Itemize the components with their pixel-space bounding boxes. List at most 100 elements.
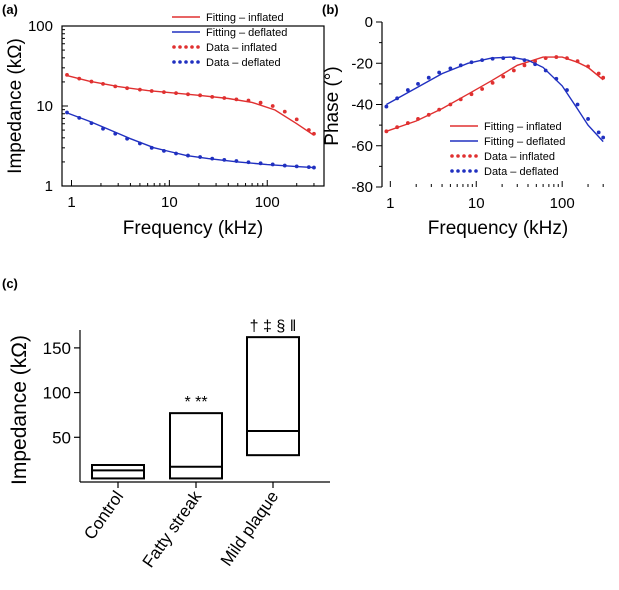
category-label-control: Control — [80, 487, 127, 543]
legend-swatch-data-inflated — [456, 154, 460, 158]
data-point-data-deflated — [501, 56, 506, 60]
data-point-data-deflated — [222, 157, 227, 162]
data-point-data-inflated — [149, 89, 154, 93]
data-point-data-inflated — [596, 71, 601, 76]
y-tick-label: 50 — [52, 428, 71, 447]
legend-label-fitting-inflated: Fitting – inflated — [484, 121, 562, 133]
legend-swatch-data-inflated — [450, 154, 454, 158]
data-point-data-deflated — [511, 56, 516, 60]
panel-a-ylabel: Impedance (kΩ) — [5, 38, 26, 174]
data-point-data-deflated — [77, 115, 82, 120]
panel-c-boxes: Control Fatty streak * ** Mild plaque † ‡ § … — [80, 318, 300, 571]
y-tick-label: 0 — [365, 14, 373, 31]
y-tick-label: -40 — [351, 97, 373, 114]
data-point-data-inflated — [234, 97, 239, 102]
data-point-data-inflated — [480, 87, 485, 91]
series-line-fitting-inflated — [386, 56, 604, 132]
data-point-data-inflated — [89, 79, 94, 84]
data-point-data-deflated — [543, 68, 548, 73]
data-point-data-deflated — [395, 96, 400, 101]
data-point-data-inflated — [543, 56, 548, 60]
data-point-data-deflated — [458, 63, 463, 68]
x-tick-label: 100 — [550, 195, 575, 212]
legend-swatch-data-inflated — [468, 154, 472, 158]
panel-b-legend: Fitting – inflated Fitting – deflated Data… — [450, 121, 565, 178]
legend-label-fitting-deflated: Fitting – deflated — [484, 136, 565, 148]
legend-swatch-data-inflated — [474, 154, 478, 158]
data-point-data-deflated — [258, 161, 263, 166]
data-point-data-deflated — [575, 102, 580, 107]
data-point-data-inflated — [395, 125, 400, 130]
data-point-data-deflated — [234, 159, 239, 163]
data-point-data-deflated — [138, 141, 142, 146]
data-point-data-deflated — [101, 126, 105, 131]
panel-b-ticks: 1 10 100 -80 -60 -40 -20 0 — [351, 14, 604, 212]
x-tick-label: 10 — [468, 195, 485, 212]
data-point-data-deflated — [89, 121, 94, 126]
y-tick-label: -80 — [351, 179, 373, 196]
data-point-data-deflated — [186, 153, 190, 158]
data-point-data-inflated — [469, 92, 474, 97]
data-point-data-inflated — [113, 84, 118, 89]
panel-a-frame — [61, 25, 325, 187]
y-tick-label: 10 — [36, 98, 53, 115]
legend-label-fitting-deflated: Fitting – deflated — [206, 27, 287, 39]
x-tick-label: 1 — [386, 195, 394, 212]
panel-a-xlabel: Frequency (kHz) — [123, 218, 263, 239]
legend-swatch-data-deflated — [462, 169, 466, 173]
significance-fatty-streak: * ** — [184, 394, 207, 411]
legend-swatch-data-deflated — [450, 169, 454, 173]
legend-swatch-data-deflated — [178, 60, 182, 64]
significance-mild-plaque: † ‡ § ‖ — [250, 318, 297, 335]
data-point-data-inflated — [458, 97, 463, 102]
legend-swatch-data-inflated — [172, 45, 176, 49]
panel-c: (c) 50 100 150 Control Fatty streak * ** Mild… — [2, 276, 330, 571]
data-point-data-inflated — [65, 72, 69, 77]
data-point-data-deflated — [149, 145, 154, 150]
legend-label-data-deflated: Data – deflated — [206, 57, 281, 69]
data-point-data-inflated — [511, 68, 516, 73]
data-point-data-deflated — [437, 70, 442, 75]
panel-a-legend: Fitting – inflated Fitting – deflated Data… — [172, 12, 287, 69]
data-point-data-inflated — [282, 109, 287, 114]
data-point-data-deflated — [174, 151, 178, 156]
y-tick-label: -20 — [351, 55, 373, 72]
panel-a-ticks: 1 10 100 1 10 100 — [28, 18, 315, 211]
panel-b-ylabel: Phase (°) — [322, 66, 343, 145]
data-point-data-inflated — [125, 86, 130, 91]
category-label-fatty-streak: Fatty streak — [139, 487, 206, 571]
data-point-data-inflated — [270, 104, 275, 108]
data-point-data-inflated — [554, 55, 559, 59]
data-point-data-inflated — [565, 56, 569, 60]
data-point-data-inflated — [405, 121, 410, 125]
x-tick-label: 10 — [161, 194, 178, 211]
y-tick-label: 100 — [43, 384, 71, 403]
legend-label-fitting-inflated: Fitting – inflated — [206, 12, 284, 24]
data-point-data-deflated — [596, 130, 601, 135]
data-point-data-inflated — [77, 76, 82, 81]
panel-c-ylabel: Impedance (kΩ) — [8, 335, 31, 485]
panel-b: (b) 1 10 100-80-60-40-200 Frequency (kHz) … — [322, 2, 606, 239]
legend-swatch-data-deflated — [196, 60, 200, 64]
data-point-data-deflated — [480, 58, 485, 63]
data-point-data-inflated — [138, 87, 142, 92]
data-point-data-deflated — [270, 162, 275, 167]
data-point-data-deflated — [113, 131, 118, 136]
y-tick-label: 150 — [43, 339, 71, 358]
box-fatty-streak — [169, 412, 223, 480]
data-point-data-deflated — [198, 155, 202, 159]
data-point-data-deflated — [586, 117, 590, 121]
data-point-data-deflated — [246, 160, 251, 165]
data-point-data-inflated — [426, 112, 431, 117]
panel-b-label: (b) — [322, 2, 339, 17]
legend-swatch-data-inflated — [184, 45, 188, 49]
data-point-data-inflated — [210, 94, 215, 99]
data-point-data-inflated — [437, 107, 442, 112]
data-point-data-deflated — [65, 110, 69, 115]
data-point-data-deflated — [533, 62, 538, 67]
data-point-data-deflated — [522, 58, 527, 63]
data-point-data-inflated — [575, 59, 580, 64]
panel-b-series — [384, 55, 606, 143]
data-point-data-inflated — [448, 102, 453, 107]
